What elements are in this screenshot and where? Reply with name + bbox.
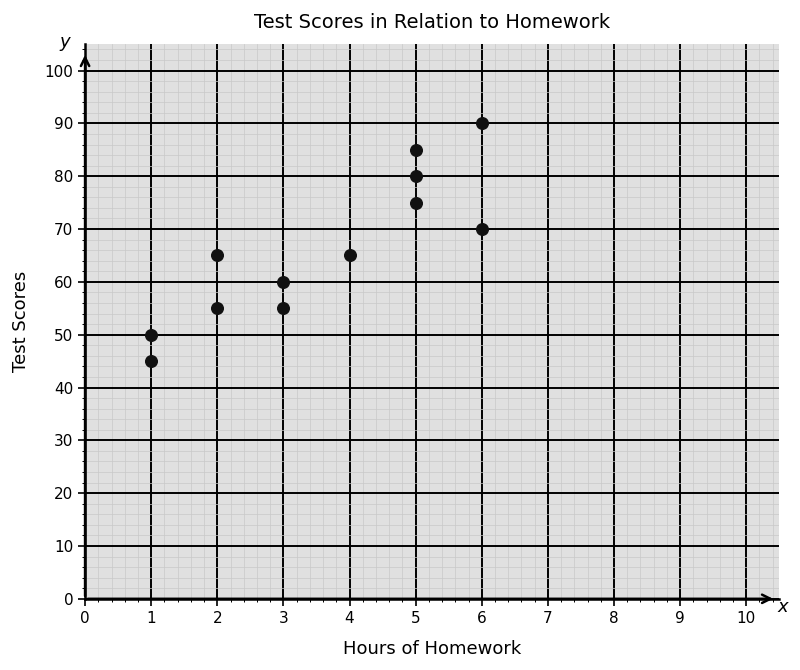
Point	[410, 145, 422, 155]
Point	[211, 250, 224, 261]
Point	[410, 171, 422, 182]
Point	[277, 303, 290, 314]
Text: y: y	[60, 33, 70, 50]
Text: x: x	[778, 598, 788, 616]
X-axis label: Hours of Homework: Hours of Homework	[343, 639, 522, 657]
Title: Test Scores in Relation to Homework: Test Scores in Relation to Homework	[254, 13, 610, 31]
Point	[475, 118, 488, 129]
Point	[343, 250, 356, 261]
Point	[211, 303, 224, 314]
Point	[145, 356, 158, 366]
Point	[145, 330, 158, 340]
Point	[410, 197, 422, 208]
Point	[277, 277, 290, 287]
Point	[475, 224, 488, 234]
Y-axis label: Test Scores: Test Scores	[13, 271, 30, 372]
